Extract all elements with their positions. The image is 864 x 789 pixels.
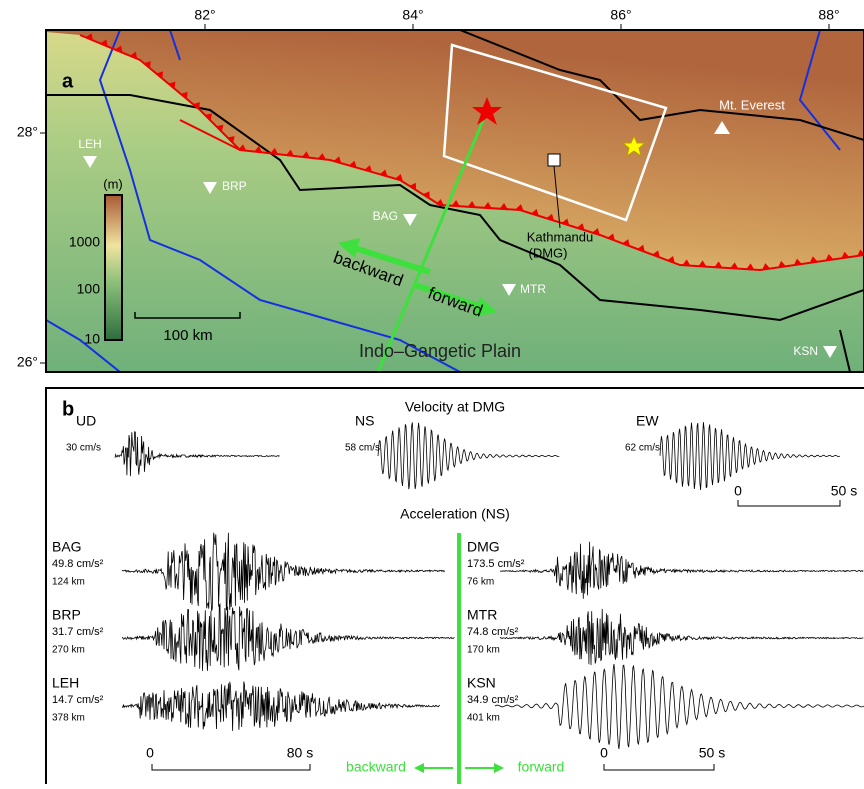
station-label: KSN bbox=[793, 344, 818, 358]
scale-label: 50 s bbox=[699, 745, 725, 761]
scale-label: 80 s bbox=[287, 745, 313, 761]
scale-label: 0 bbox=[146, 745, 154, 761]
page: LEH BRP BAG MTR KSN Mt. Everest Kathmand… bbox=[0, 0, 864, 784]
station-name: DMG bbox=[467, 539, 500, 555]
lon-tick: 88° bbox=[818, 7, 839, 23]
amplitude: 31.7 cm/s² bbox=[52, 626, 104, 638]
amplitude: 173.5 cm/s² bbox=[467, 558, 525, 570]
station-label: MTR bbox=[520, 282, 546, 296]
station-label: BAG bbox=[373, 209, 398, 223]
city-marker bbox=[548, 154, 560, 166]
lon-tick: 84° bbox=[402, 7, 423, 23]
city-label: Kathmandu bbox=[527, 229, 594, 244]
waveform bbox=[500, 542, 863, 599]
distance: 378 km bbox=[52, 713, 85, 724]
station-name: BAG bbox=[52, 539, 82, 555]
amplitude: 49.8 cm/s² bbox=[52, 558, 104, 570]
station-name: KSN bbox=[467, 675, 496, 691]
panel-label: a bbox=[62, 70, 74, 92]
station-name: LEH bbox=[52, 675, 79, 691]
region-label: Indo–Gangetic Plain bbox=[359, 341, 521, 361]
section-title: Velocity at DMG bbox=[405, 399, 505, 415]
station-name: BRP bbox=[52, 607, 81, 623]
map: LEH BRP BAG MTR KSN Mt. Everest Kathmand… bbox=[46, 30, 864, 372]
station-label: BRP bbox=[222, 179, 247, 193]
scale-label: 0 bbox=[600, 745, 608, 761]
distance: 401 km bbox=[467, 713, 500, 724]
panel-label: b bbox=[62, 398, 74, 420]
section-title: Acceleration (NS) bbox=[400, 506, 510, 522]
waveform bbox=[122, 533, 445, 611]
panel-frame bbox=[46, 388, 864, 784]
colorbar-tick: 10 bbox=[84, 331, 100, 347]
time-bar bbox=[738, 500, 840, 506]
scale-label: 50 s bbox=[831, 483, 857, 499]
arrow-head bbox=[414, 763, 424, 773]
peak-label: Mt. Everest bbox=[719, 97, 785, 112]
lon-tick: 82° bbox=[194, 7, 215, 23]
component: EW bbox=[636, 413, 659, 429]
colorbar bbox=[105, 195, 122, 340]
distance: 76 km bbox=[467, 577, 494, 588]
component: NS bbox=[355, 413, 374, 429]
amplitude: 34.9 cm/s² bbox=[467, 694, 519, 706]
waveform bbox=[115, 432, 280, 476]
arrow-head bbox=[494, 763, 504, 773]
direction-label: backward bbox=[346, 759, 406, 775]
amplitude: 62 cm/s bbox=[625, 443, 660, 454]
lat-tick: 28° bbox=[17, 124, 38, 140]
distance: 270 km bbox=[52, 645, 85, 656]
amplitude: 74.8 cm/s² bbox=[467, 626, 519, 638]
figure: LEH BRP BAG MTR KSN Mt. Everest Kathmand… bbox=[0, 0, 864, 784]
waveform bbox=[122, 682, 440, 731]
colorbar-tick: 1000 bbox=[69, 234, 100, 250]
distance: 170 km bbox=[467, 645, 500, 656]
lat-tick: 26° bbox=[17, 354, 38, 370]
lon-tick: 86° bbox=[610, 7, 631, 23]
amplitude: 30 cm/s bbox=[66, 443, 101, 454]
direction-label: forward bbox=[518, 759, 565, 775]
waveform bbox=[378, 422, 559, 489]
city-label: (DMG) bbox=[529, 245, 568, 260]
waveform bbox=[122, 604, 455, 671]
station-label: LEH bbox=[78, 137, 101, 151]
amplitude: 58 cm/s bbox=[345, 443, 380, 454]
waveform bbox=[500, 609, 863, 665]
station-name: MTR bbox=[467, 607, 497, 623]
scale-label: 100 km bbox=[163, 327, 212, 344]
waveform bbox=[660, 422, 840, 490]
distance: 124 km bbox=[52, 577, 85, 588]
colorbar-tick: 100 bbox=[77, 281, 101, 297]
waveform bbox=[495, 664, 864, 749]
colorbar-unit: (m) bbox=[103, 176, 123, 191]
amplitude: 14.7 cm/s² bbox=[52, 694, 104, 706]
scale-label: 0 bbox=[734, 483, 742, 499]
component: UD bbox=[76, 413, 96, 429]
